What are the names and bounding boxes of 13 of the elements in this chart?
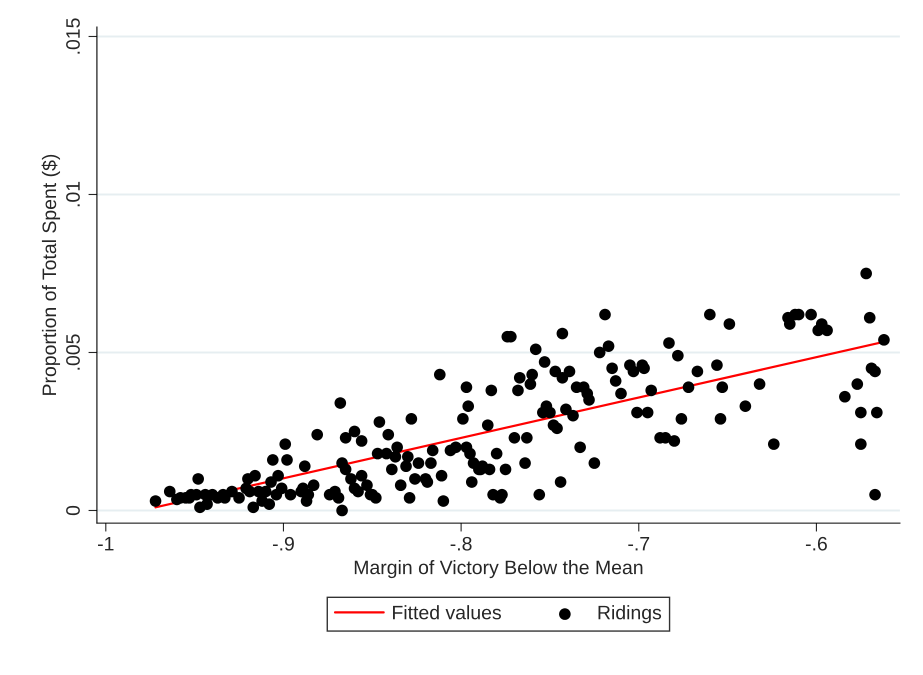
x-tick-label: -.9 xyxy=(272,536,294,551)
y-tick-label: .01 xyxy=(66,182,80,206)
y-tick-label: 0 xyxy=(66,506,80,516)
x-tick-label: -1 xyxy=(98,537,114,550)
y-axis-title: Proportion of Total Spent ($) xyxy=(42,154,60,395)
x-axis-title: Margin of Victory Below the Mean xyxy=(354,560,642,578)
x-tick-label: -.8 xyxy=(450,536,472,551)
x-tick-label: -.6 xyxy=(806,536,827,551)
legend-label: Ridings xyxy=(598,605,662,624)
y-tick-label: .005 xyxy=(66,334,80,370)
legend-label: Fitted values xyxy=(393,605,501,620)
y-tick-label: .015 xyxy=(66,18,80,54)
x-tick-label: -.7 xyxy=(628,537,650,550)
